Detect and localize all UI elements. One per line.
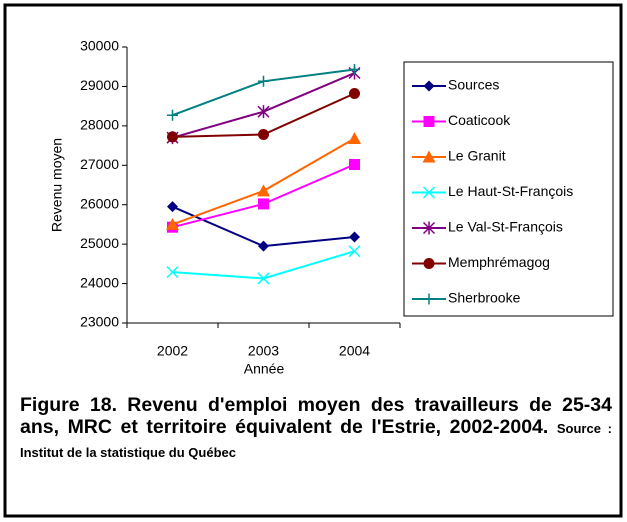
marker [349, 231, 360, 243]
marker [257, 105, 270, 119]
marker [348, 245, 361, 258]
legend-label: Le Haut-St-François [448, 183, 573, 199]
legend-label: Sherbrooke [448, 290, 521, 306]
y-axis-title: Revenu moyen [49, 138, 65, 232]
marker [167, 131, 178, 143]
y-tick-label: 26000 [80, 195, 119, 211]
marker [166, 266, 179, 279]
y-tick-label: 29000 [80, 77, 119, 93]
marker [422, 186, 436, 199]
marker [258, 198, 269, 210]
y-tick-label: 30000 [80, 38, 119, 54]
marker [422, 221, 436, 235]
y-tick-label: 23000 [80, 314, 119, 330]
y-tick-label: 25000 [80, 235, 119, 251]
x-tick-label: 2002 [157, 343, 188, 359]
marker [349, 63, 360, 75]
y-tick-label: 24000 [80, 274, 119, 290]
marker [422, 150, 436, 163]
series-line [172, 205, 355, 248]
frame [3, 3, 623, 518]
marker [423, 80, 435, 92]
x-axis-title: Année [244, 361, 285, 377]
source: Source : Institut de la statistique du Q… [20, 421, 612, 460]
y-tick-label: 27000 [80, 156, 119, 172]
figure-caption: Figure 18. Revenu d'emploi moyen des tra… [20, 394, 612, 438]
legend-label: Le Val-St-François [448, 219, 563, 235]
marker [258, 75, 269, 87]
marker [349, 158, 360, 170]
marker [423, 258, 435, 269]
marker [258, 129, 269, 141]
legend-label: Sources [448, 77, 499, 93]
x-tick-label: 2003 [248, 343, 279, 359]
marker [257, 184, 270, 197]
marker [167, 201, 178, 213]
series-line [172, 250, 355, 280]
marker [348, 131, 361, 144]
marker [167, 109, 178, 121]
legend-box [403, 61, 614, 317]
marker [349, 88, 360, 100]
x-tick-label: 2004 [339, 343, 370, 359]
legend-label: Le Granit [448, 148, 506, 164]
marker [258, 240, 269, 252]
legend-label: Memphrémagog [448, 254, 550, 270]
marker [423, 293, 435, 305]
caption: Figure 18. Revenu d'emploi moyen des tra… [20, 394, 612, 464]
y-tick-label: 28000 [80, 117, 119, 133]
legend-label: Coaticook [448, 112, 511, 128]
series-line [172, 137, 355, 226]
marker [257, 272, 270, 285]
marker [166, 217, 179, 230]
marker [423, 116, 435, 127]
